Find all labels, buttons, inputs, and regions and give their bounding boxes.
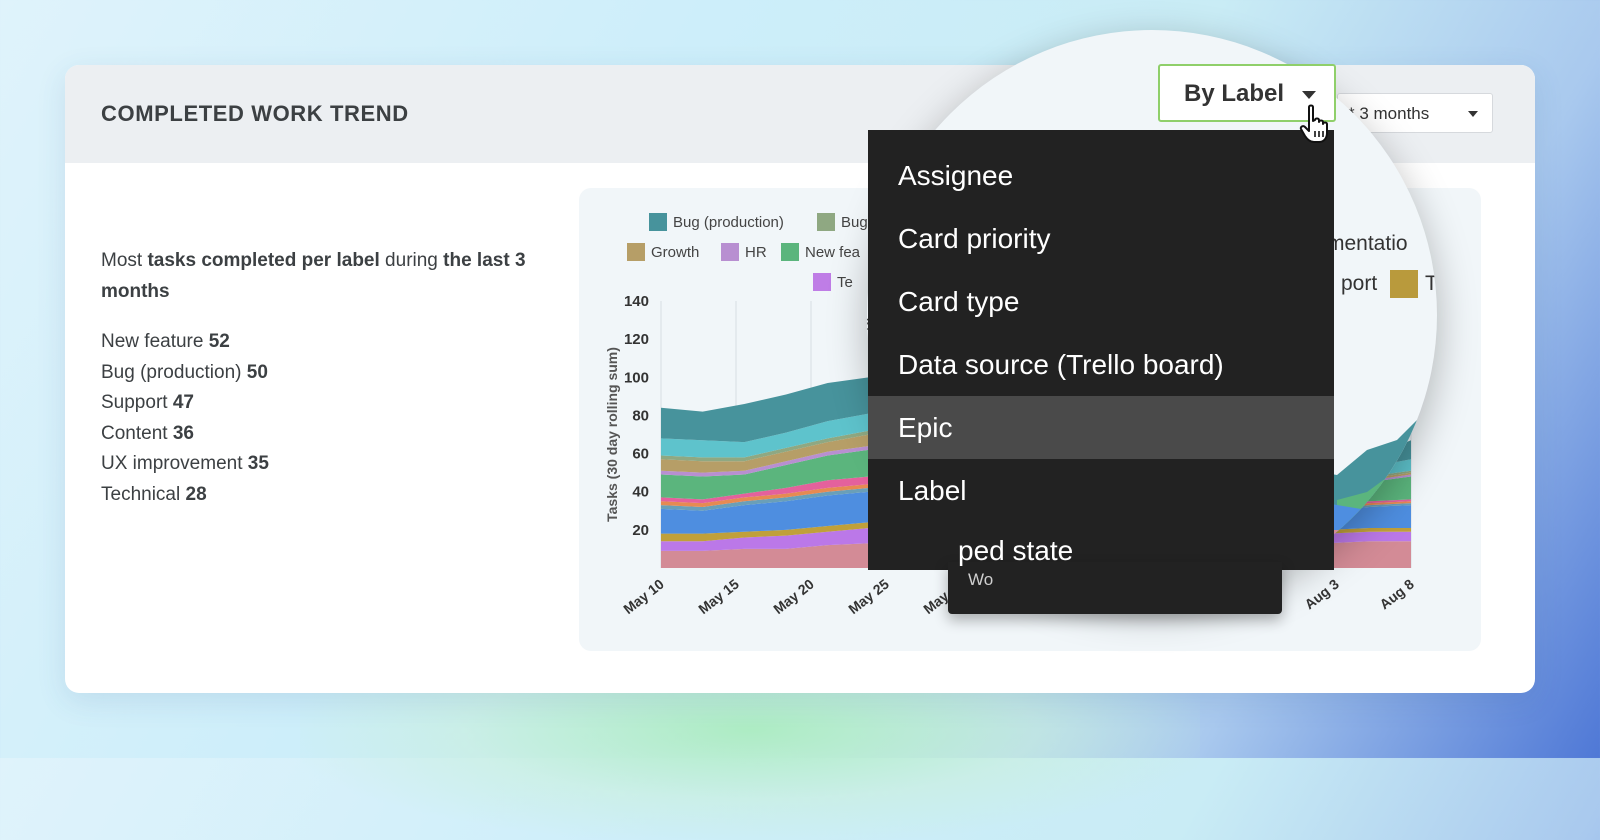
y-tick-label: 60 xyxy=(632,446,649,463)
legend-label: Growth xyxy=(651,244,699,261)
list-item: UX improvement 35 xyxy=(101,449,551,480)
summary-panel: Most tasks completed per label during th… xyxy=(101,245,551,510)
legend-swatch xyxy=(781,243,799,261)
menu-item-partial[interactable]: ped state xyxy=(958,535,1073,567)
legend-label: HR xyxy=(745,244,767,261)
y-tick-label: 20 xyxy=(632,522,649,539)
y-tick-label: 120 xyxy=(624,331,649,348)
legend-swatch xyxy=(817,213,835,231)
hand-pointer-icon xyxy=(1298,104,1332,144)
list-item: Technical 28 xyxy=(101,480,551,511)
card-title: COMPLETED WORK TREND xyxy=(101,101,409,127)
menu-item-card-priority[interactable]: Card priority xyxy=(868,207,1334,270)
legend-swatch xyxy=(627,243,645,261)
label-totals-list: New feature 52 Bug (production) 50 Suppo… xyxy=(101,327,551,510)
legend-swatch xyxy=(649,213,667,231)
item-value: 35 xyxy=(248,453,269,474)
item-label: Bug (production) xyxy=(101,362,247,383)
item-label: Support xyxy=(101,392,173,413)
menu-item-assignee[interactable]: Assignee xyxy=(868,144,1334,207)
submenu-tooltip: Wo xyxy=(948,562,1282,614)
item-label: Technical xyxy=(101,484,186,505)
list-item: Bug (production) 50 xyxy=(101,358,551,389)
y-tick-label: 40 xyxy=(632,484,649,501)
item-label: New feature xyxy=(101,331,209,352)
menu-item-data-source[interactable]: Data source (Trello board) xyxy=(868,333,1334,396)
item-value: 28 xyxy=(186,484,207,505)
item-value: 52 xyxy=(209,331,230,352)
menu-item-epic[interactable]: Epic xyxy=(868,396,1334,459)
list-item: Content 36 xyxy=(101,419,551,450)
legend-label: Bug xyxy=(841,214,868,231)
legend-label: Bug (production) xyxy=(673,214,784,231)
item-value: 47 xyxy=(173,392,194,413)
menu-item-card-type[interactable]: Card type xyxy=(868,270,1334,333)
y-tick-label: 80 xyxy=(632,407,649,424)
x-tick-label: May 20 xyxy=(770,576,817,617)
list-item: New feature 52 xyxy=(101,327,551,358)
item-label: Content xyxy=(101,423,173,444)
y-axis-label: Tasks (30 day rolling sum) xyxy=(604,347,620,522)
x-tick-label: May 15 xyxy=(695,576,742,617)
summary-lead: Most tasks completed per label during th… xyxy=(101,245,551,307)
chevron-down-icon xyxy=(1302,91,1316,99)
legend-swatch xyxy=(721,243,739,261)
lead-text: Most xyxy=(101,250,147,271)
item-value: 36 xyxy=(173,423,194,444)
item-label: UX improvement xyxy=(101,453,248,474)
group-by-label: By Label xyxy=(1184,80,1284,108)
y-tick-label: 100 xyxy=(624,369,649,386)
legend-swatch xyxy=(813,273,831,291)
item-value: 50 xyxy=(247,362,268,383)
lead-bold: tasks completed per label xyxy=(147,250,379,271)
chevron-down-icon xyxy=(1468,111,1478,117)
list-item: Support 47 xyxy=(101,388,551,419)
legend-label: Te xyxy=(837,274,853,291)
lead-text: during xyxy=(380,250,443,271)
menu-item-label[interactable]: Label xyxy=(868,459,1334,522)
submenu-text: Wo xyxy=(968,570,993,590)
group-by-menu: Assignee Card priority Card type Data so… xyxy=(868,130,1334,570)
x-tick-label: May 10 xyxy=(620,576,667,617)
y-tick-label: 140 xyxy=(624,293,649,310)
legend-label: New fea xyxy=(805,244,861,261)
